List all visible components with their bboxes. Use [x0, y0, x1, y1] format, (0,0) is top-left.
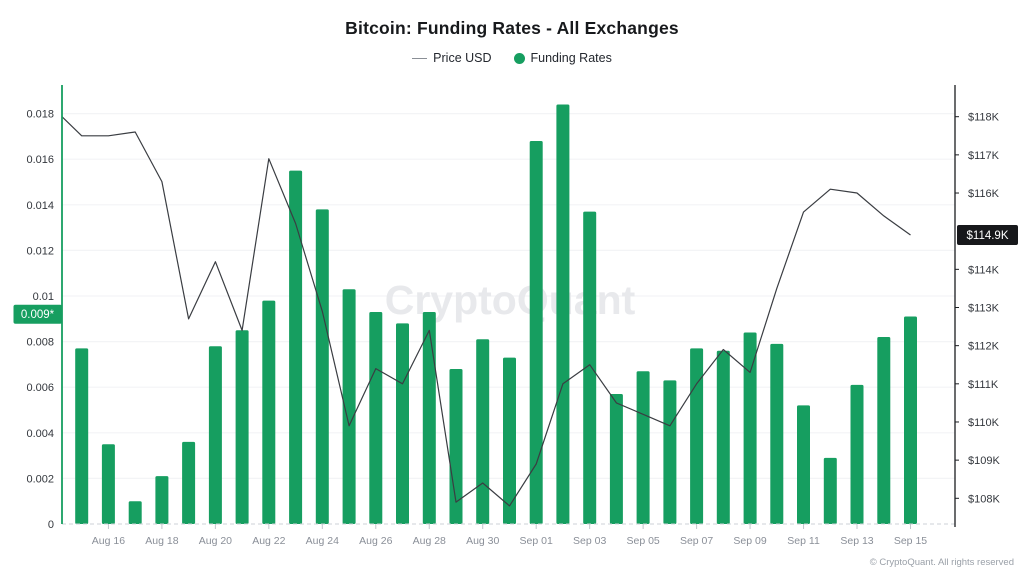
right-axis-label: $111K: [968, 379, 999, 391]
funding-bar-aug-19[interactable]: [182, 441, 196, 524]
funding-bar-sep-13[interactable]: [850, 384, 864, 524]
x-axis-label: Sep 15: [894, 535, 927, 547]
funding-bar-sep-08[interactable]: [716, 350, 730, 524]
x-axis-label: Aug 26: [359, 535, 392, 547]
funding-bar-sep-07[interactable]: [690, 348, 704, 524]
funding-bar-aug-15[interactable]: [75, 348, 89, 524]
legend: Price USD Funding Rates: [0, 51, 1024, 65]
funding-current-badge: [13, 304, 62, 324]
funding-current-badge-label: 0.009*: [21, 309, 55, 321]
funding-bar-sep-06[interactable]: [663, 380, 677, 524]
legend-funding-label: Funding Rates: [530, 51, 612, 65]
left-axis-label: 0.008: [26, 337, 54, 349]
x-axis-label: Sep 05: [626, 535, 659, 547]
x-axis-label: Aug 30: [466, 535, 499, 547]
funding-bar-aug-20[interactable]: [208, 346, 222, 524]
funding-bar-aug-18[interactable]: [155, 476, 169, 524]
x-axis-label: Aug 18: [145, 535, 178, 547]
price-current-badge: [957, 225, 1018, 245]
right-axis-label: $109K: [968, 455, 1000, 467]
right-axis-label: $113K: [968, 303, 1000, 315]
right-axis-label: $114K: [968, 264, 1000, 276]
x-axis-label: Aug 16: [92, 535, 125, 547]
funding-bar-aug-21[interactable]: [235, 330, 249, 524]
legend-price-label: Price USD: [433, 51, 492, 65]
funding-bar-sep-02[interactable]: [556, 104, 570, 525]
funding-bar-sep-11[interactable]: [797, 405, 810, 524]
right-axis-label: $116K: [968, 188, 1000, 200]
funding-bar-aug-22[interactable]: [262, 300, 276, 524]
x-axis-label: Aug 22: [252, 535, 285, 547]
left-axis-label: 0.012: [26, 245, 54, 257]
left-axis-label: 0.004: [26, 428, 54, 440]
left-axis-label: 0.016: [26, 154, 54, 166]
price-current-badge-label: $114.9K: [967, 230, 1009, 242]
x-axis-label: Aug 24: [306, 535, 339, 547]
funding-bar-sep-09[interactable]: [743, 332, 757, 525]
right-axis-label: $110K: [968, 417, 1000, 429]
funding-bar-aug-16[interactable]: [101, 444, 115, 524]
x-axis-label: Sep 03: [573, 535, 606, 547]
left-axis-label: 0: [48, 519, 54, 531]
funding-bar-aug-23[interactable]: [289, 170, 303, 524]
x-axis-label: Sep 11: [787, 535, 820, 547]
funding-bar-sep-15[interactable]: [904, 316, 917, 525]
left-axis-label: 0.014: [26, 200, 54, 212]
funding-bar-aug-29[interactable]: [449, 369, 463, 524]
price-line: [61, 116, 911, 507]
cryptoquant-watermark: CryptoQuant: [385, 277, 636, 323]
funding-bar-sep-01[interactable]: [529, 141, 543, 524]
left-axis-label: 0.002: [26, 473, 54, 485]
funding-bar-sep-14[interactable]: [877, 337, 891, 524]
right-axis-label: $108K: [968, 493, 1000, 505]
funding-bar-sep-04[interactable]: [609, 394, 623, 524]
funding-bar-aug-27[interactable]: [396, 323, 409, 524]
funding-bar-sep-03[interactable]: [583, 211, 597, 524]
funding-bar-sep-12[interactable]: [823, 457, 837, 524]
x-axis-label: Aug 20: [199, 535, 232, 547]
x-axis-label: Aug 28: [413, 535, 446, 547]
funding-bar-sep-10[interactable]: [770, 343, 784, 524]
right-axis-label: $118K: [968, 112, 1000, 124]
funding-bar-aug-30[interactable]: [476, 339, 490, 524]
price-line-icon: [412, 57, 428, 59]
funding-bar-aug-31[interactable]: [503, 357, 516, 524]
left-axis-label: 0.01: [33, 291, 54, 303]
funding-bar-aug-24[interactable]: [315, 209, 329, 524]
funding-bar-sep-05[interactable]: [636, 371, 650, 524]
x-axis-label: Sep 09: [733, 535, 766, 547]
chart-title: Bitcoin: Funding Rates - All Exchanges: [345, 18, 679, 38]
funding-bar-aug-28[interactable]: [422, 312, 436, 524]
left-axis-label: 0.006: [26, 382, 54, 394]
funding-dot-icon: [513, 52, 525, 64]
x-axis-label: Sep 07: [680, 535, 713, 547]
funding-bar-aug-17[interactable]: [128, 501, 142, 524]
legend-item-funding[interactable]: Funding Rates: [513, 51, 612, 65]
right-axis-label: $112K: [968, 341, 1000, 353]
funding-bar-aug-26[interactable]: [369, 312, 383, 524]
legend-item-price[interactable]: Price USD: [412, 51, 492, 65]
left-axis-label: 0.018: [26, 109, 54, 121]
funding-bar-aug-25[interactable]: [342, 289, 356, 524]
right-axis-label: $117K: [968, 150, 1000, 162]
x-axis-label: Sep 13: [840, 535, 873, 547]
copyright-note: © CryptoQuant. All rights reserved: [869, 557, 1014, 568]
x-axis-label: Sep 01: [520, 535, 553, 547]
